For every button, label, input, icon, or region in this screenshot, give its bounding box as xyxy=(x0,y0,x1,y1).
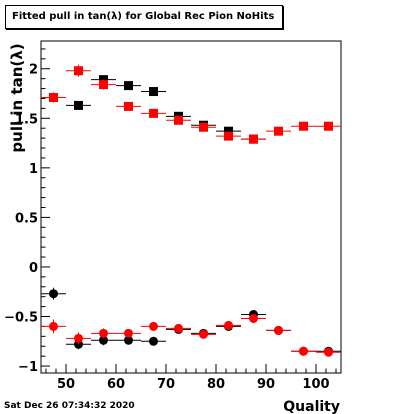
data-point-square xyxy=(149,87,158,97)
data-point-square xyxy=(224,126,233,136)
x-tick-label: 70 xyxy=(157,377,175,392)
x-axis-label: Quality xyxy=(283,399,340,414)
y-tick-label: −0.5 xyxy=(4,311,38,326)
data-marks xyxy=(41,64,341,357)
data-point-circle xyxy=(124,335,133,345)
y-axis-label: pull in tan(λ) xyxy=(8,43,26,152)
data-point-circle xyxy=(324,347,333,357)
x-tick-label: 100 xyxy=(302,377,329,392)
y-tick-label: 2 xyxy=(29,63,38,78)
x-tick-label: 90 xyxy=(257,377,275,392)
data-point-square xyxy=(299,121,308,131)
y-tick-label: 0.5 xyxy=(15,211,38,226)
data-point-square xyxy=(224,131,233,141)
data-point-square xyxy=(199,122,208,132)
chart-title: Fitted pull in tan(λ) for Global Rec Pio… xyxy=(12,11,275,22)
data-point-square xyxy=(74,100,83,110)
y-tick-label: −1 xyxy=(18,360,38,375)
data-point-circle xyxy=(224,320,233,330)
data-point-circle xyxy=(149,321,158,331)
chart-title-box: Fitted pull in tan(λ) for Global Rec Pio… xyxy=(5,5,283,29)
data-point-circle xyxy=(149,336,158,346)
x-tick-label: 60 xyxy=(107,377,125,392)
data-point-circle xyxy=(274,325,283,335)
data-point-circle xyxy=(99,335,108,345)
y-tick-label: 1.5 xyxy=(15,112,38,127)
data-point-square xyxy=(99,80,108,90)
data-point-square xyxy=(149,108,158,118)
data-point-circle xyxy=(74,333,83,343)
data-point-square xyxy=(324,121,333,131)
y-tick-label: 1 xyxy=(29,162,38,177)
data-point-square xyxy=(124,81,133,91)
data-point-square xyxy=(124,101,133,111)
data-point-circle xyxy=(124,328,133,338)
data-point-circle xyxy=(49,289,58,299)
plot-frame xyxy=(40,40,342,374)
data-point-square xyxy=(49,92,58,102)
x-tick-label: 80 xyxy=(207,377,225,392)
data-point-circle xyxy=(299,346,308,356)
x-tick-label: 50 xyxy=(57,377,75,392)
axes: 50 60 70 80 90 100 −1 −0.5 0 0.5 1 1.5 2 xyxy=(4,48,337,392)
data-point-circle xyxy=(99,328,108,338)
y-tick-label: 0 xyxy=(29,261,38,276)
data-point-circle xyxy=(174,323,183,333)
data-point-circle xyxy=(249,313,258,323)
data-point-circle xyxy=(49,321,58,331)
data-point-square xyxy=(174,115,183,125)
data-point-square xyxy=(74,66,83,76)
data-point-square xyxy=(274,126,283,136)
data-point-circle xyxy=(199,329,208,339)
data-point-square xyxy=(249,134,258,144)
timestamp: Sat Dec 26 07:34:32 2020 xyxy=(4,401,135,411)
